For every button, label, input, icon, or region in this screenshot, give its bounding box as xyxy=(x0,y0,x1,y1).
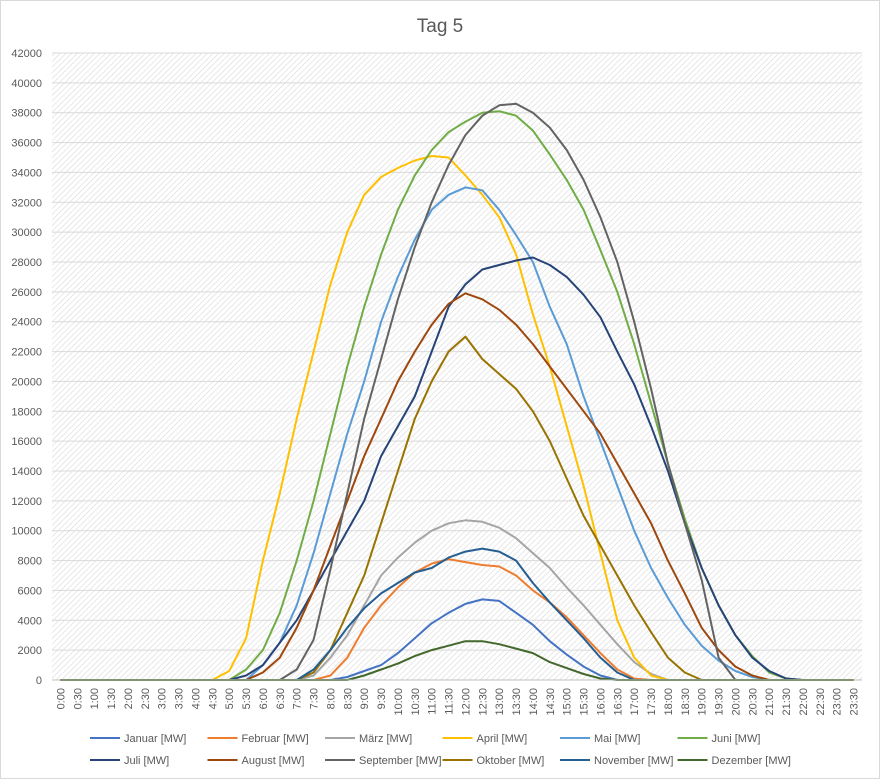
x-tick-label: 12:30 xyxy=(477,688,489,716)
y-tick-label: 28000 xyxy=(11,257,42,269)
x-tick-label: 8:00 xyxy=(325,688,337,709)
x-tick-label: 20:00 xyxy=(730,688,742,716)
x-tick-label: 11:00 xyxy=(427,688,439,715)
x-tick-label: 9:30 xyxy=(376,688,388,709)
y-tick-label: 30000 xyxy=(11,227,42,239)
x-tick-label: 20:30 xyxy=(747,688,759,716)
y-tick-label: 18000 xyxy=(11,406,42,418)
y-tick-label: 42000 xyxy=(11,48,42,60)
x-tick-label: 18:00 xyxy=(663,688,675,716)
x-tick-label: 5:30 xyxy=(241,688,253,709)
x-tick-label: 21:30 xyxy=(781,688,793,716)
x-tick-label: 0:30 xyxy=(72,688,84,709)
legend-label: Oktober [MW] xyxy=(477,755,545,767)
legend-label: März [MW] xyxy=(359,733,412,745)
x-tick-label: 1:00 xyxy=(89,688,101,709)
x-tick-label: 4:00 xyxy=(190,688,202,709)
y-tick-label: 2000 xyxy=(18,645,42,657)
x-tick-label: 14:30 xyxy=(545,688,557,716)
x-tick-label: 2:00 xyxy=(123,688,135,709)
x-tick-label: 15:00 xyxy=(562,688,574,716)
x-tick-label: 5:00 xyxy=(224,688,236,709)
legend-label: September [MW] xyxy=(359,755,442,767)
x-tick-label: 4:30 xyxy=(207,688,219,709)
x-tick-label: 22:00 xyxy=(798,688,810,716)
x-tick-label: 15:30 xyxy=(579,688,591,716)
legend-label: Juli [MW] xyxy=(124,755,169,767)
legend-label: Dezember [MW] xyxy=(712,755,791,767)
x-tick-label: 1:30 xyxy=(106,688,118,709)
y-tick-label: 26000 xyxy=(11,287,42,299)
y-tick-label: 14000 xyxy=(11,466,42,478)
x-tick-label: 16:30 xyxy=(612,688,624,716)
x-tick-label: 11:30 xyxy=(444,688,456,715)
x-tick-label: 17:30 xyxy=(646,688,658,716)
x-tick-label: 13:30 xyxy=(511,688,523,716)
x-tick-label: 6:30 xyxy=(275,688,287,709)
x-tick-label: 0:00 xyxy=(55,688,67,709)
x-tick-label: 23:30 xyxy=(849,688,861,716)
y-tick-label: 12000 xyxy=(11,496,42,508)
x-tick-label: 19:00 xyxy=(697,688,709,716)
x-tick-label: 9:00 xyxy=(359,688,371,709)
x-tick-label: 21:00 xyxy=(764,688,776,716)
x-tick-label: 23:00 xyxy=(832,688,844,716)
x-tick-label: 2:30 xyxy=(140,688,152,709)
plot-area xyxy=(52,53,862,680)
x-tick-label: 10:00 xyxy=(393,688,405,716)
x-tick-label: 8:30 xyxy=(342,688,354,709)
y-tick-label: 24000 xyxy=(11,317,42,329)
y-tick-label: 10000 xyxy=(11,526,42,538)
x-tick-label: 3:30 xyxy=(174,688,186,709)
y-tick-label: 32000 xyxy=(11,197,42,209)
x-tick-label: 18:30 xyxy=(680,688,692,716)
legend-label: August [MW] xyxy=(242,755,305,767)
x-tick-label: 14:00 xyxy=(528,688,540,716)
y-tick-label: 8000 xyxy=(18,556,42,568)
x-tick-label: 6:00 xyxy=(258,688,270,709)
legend-label: Juni [MW] xyxy=(712,733,761,745)
x-tick-label: 3:00 xyxy=(157,688,169,709)
x-tick-label: 12:00 xyxy=(460,688,472,716)
x-tick-label: 22:30 xyxy=(815,688,827,716)
y-tick-label: 36000 xyxy=(11,138,42,150)
x-tick-label: 17:00 xyxy=(629,688,641,716)
y-tick-label: 6000 xyxy=(18,585,42,597)
y-tick-label: 40000 xyxy=(11,78,42,90)
y-tick-label: 34000 xyxy=(11,167,42,179)
legend-label: Januar [MW] xyxy=(124,733,186,745)
y-tick-label: 0 xyxy=(36,675,42,687)
x-tick-label: 7:00 xyxy=(292,688,304,709)
y-tick-label: 20000 xyxy=(11,376,42,388)
chart-title: Tag 5 xyxy=(417,16,463,37)
y-tick-label: 22000 xyxy=(11,347,42,359)
x-tick-label: 16:00 xyxy=(595,688,607,716)
legend-label: Februar [MW] xyxy=(242,733,309,745)
legend-label: April [MW] xyxy=(477,733,528,745)
x-tick-label: 19:30 xyxy=(714,688,726,716)
y-tick-label: 38000 xyxy=(11,108,42,120)
x-tick-label: 13:00 xyxy=(494,688,506,716)
y-tick-label: 4000 xyxy=(18,615,42,627)
legend-label: Mai [MW] xyxy=(594,733,640,745)
legend-label: November [MW] xyxy=(594,755,673,767)
y-tick-label: 16000 xyxy=(11,436,42,448)
x-tick-label: 10:30 xyxy=(410,688,422,716)
x-tick-label: 7:30 xyxy=(309,688,321,709)
